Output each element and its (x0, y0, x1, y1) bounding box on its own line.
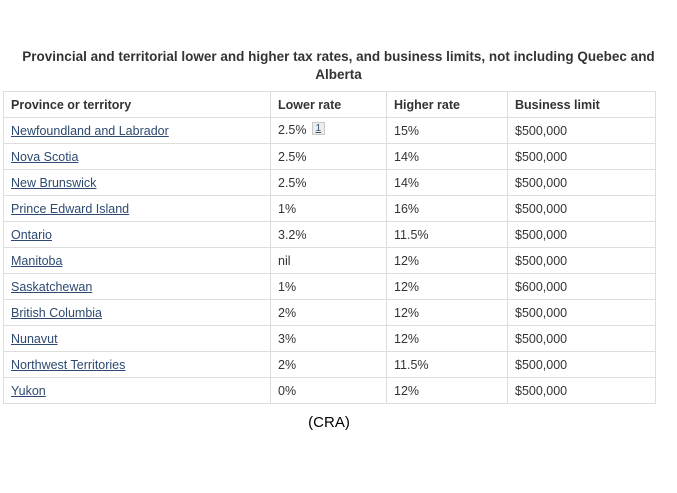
province-link[interactable]: Nunavut (11, 331, 58, 346)
lower-rate-cell: 2% (270, 351, 387, 378)
province-cell: Northwest Territories (3, 351, 271, 378)
province-link[interactable]: Saskatchewan (11, 279, 93, 294)
province-cell: Saskatchewan (3, 273, 271, 300)
province-cell: Ontario (3, 221, 271, 248)
table-header: Province or territory Lower rate Higher … (3, 91, 656, 118)
business-limit-cell: $500,000 (507, 169, 656, 196)
province-cell: Nunavut (3, 325, 271, 352)
business-limit-cell: $500,000 (507, 195, 656, 222)
business-limit-cell: $500,000 (507, 377, 656, 404)
province-link[interactable]: Nova Scotia (11, 149, 79, 164)
province-link[interactable]: Manitoba (11, 253, 63, 268)
province-cell: Yukon (3, 377, 271, 404)
table-row: Nova Scotia 2.5% 14% $500,000 (3, 143, 656, 170)
lower-rate-cell: 2.5% (270, 143, 387, 170)
province-link[interactable]: Ontario (11, 227, 52, 242)
business-limit-cell: $500,000 (507, 247, 656, 274)
table-row: Saskatchewan 1% 12% $600,000 (3, 273, 656, 300)
province-cell: New Brunswick (3, 169, 271, 196)
province-link[interactable]: Prince Edward Island (11, 201, 130, 216)
column-header-business-limit: Business limit (507, 91, 656, 118)
table-row: Ontario 3.2% 11.5% $500,000 (3, 221, 656, 248)
table-row: Northwest Territories 2% 11.5% $500,000 (3, 351, 656, 378)
province-cell: Nova Scotia (3, 143, 271, 170)
lower-rate-cell: 3% (270, 325, 387, 352)
higher-rate-cell: 15% (386, 117, 508, 144)
business-limit-cell: $600,000 (507, 273, 656, 300)
header-row: Province or territory Lower rate Higher … (3, 91, 656, 118)
business-limit-cell: $500,000 (507, 117, 656, 144)
table-body: Newfoundland and Labrador 2.5% 1 15% $500,00… (3, 117, 656, 404)
column-header-higher-rate: Higher rate (386, 91, 508, 118)
province-cell: British Columbia (3, 299, 271, 326)
tax-rates-table: Province or territory Lower rate Higher … (3, 91, 656, 404)
lower-rate-cell: 2% (270, 299, 387, 326)
higher-rate-cell: 14% (386, 169, 508, 196)
table-row: British Columbia 2% 12% $500,000 (3, 299, 656, 326)
table-row: Nunavut 3% 12% $500,000 (3, 325, 656, 352)
table-row: Prince Edward Island 1% 16% $500,000 (3, 195, 656, 222)
lower-rate-cell: 1% (270, 273, 387, 300)
province-cell: Prince Edward Island (3, 195, 271, 222)
table-row: Newfoundland and Labrador 2.5% 1 15% $500,00… (3, 117, 656, 144)
higher-rate-cell: 16% (386, 195, 508, 222)
business-limit-cell: $500,000 (507, 351, 656, 378)
table-row: Yukon 0% 12% $500,000 (3, 377, 656, 404)
table-row: Manitoba nil 12% $500,000 (3, 247, 656, 274)
higher-rate-cell: 12% (386, 247, 508, 274)
column-header-province: Province or territory (3, 91, 271, 118)
lower-rate-cell: 3.2% (270, 221, 387, 248)
higher-rate-cell: 12% (386, 273, 508, 300)
province-link[interactable]: Yukon (11, 383, 46, 398)
higher-rate-cell: 12% (386, 299, 508, 326)
table-row: New Brunswick 2.5% 14% $500,000 (3, 169, 656, 196)
lower-rate-cell: 2.5% (270, 169, 387, 196)
higher-rate-cell: 14% (386, 143, 508, 170)
province-link[interactable]: British Columbia (11, 305, 103, 320)
higher-rate-cell: 12% (386, 377, 508, 404)
higher-rate-cell: 11.5% (386, 351, 508, 378)
lower-rate-cell: 1% (270, 195, 387, 222)
source-caption: (CRA) (308, 414, 350, 431)
lower-rate-cell: nil (270, 247, 387, 274)
province-link[interactable]: New Brunswick (11, 175, 97, 190)
province-link[interactable]: Newfoundland and Labrador (11, 123, 169, 138)
business-limit-cell: $500,000 (507, 299, 656, 326)
footnote-marker[interactable]: 1 (311, 122, 326, 135)
higher-rate-cell: 11.5% (386, 221, 508, 248)
column-header-lower-rate: Lower rate (270, 91, 387, 118)
lower-rate-cell: 0% (270, 377, 387, 404)
higher-rate-cell: 12% (386, 325, 508, 352)
table-title: Provincial and territorial lower and hig… (22, 49, 655, 82)
lower-rate-cell: 2.5% 1 (270, 117, 387, 144)
province-cell: Newfoundland and Labrador (3, 117, 271, 144)
business-limit-cell: $500,000 (507, 325, 656, 352)
province-cell: Manitoba (3, 247, 271, 274)
business-limit-cell: $500,000 (507, 143, 656, 170)
business-limit-cell: $500,000 (507, 221, 656, 248)
province-link[interactable]: Northwest Territories (11, 357, 126, 372)
